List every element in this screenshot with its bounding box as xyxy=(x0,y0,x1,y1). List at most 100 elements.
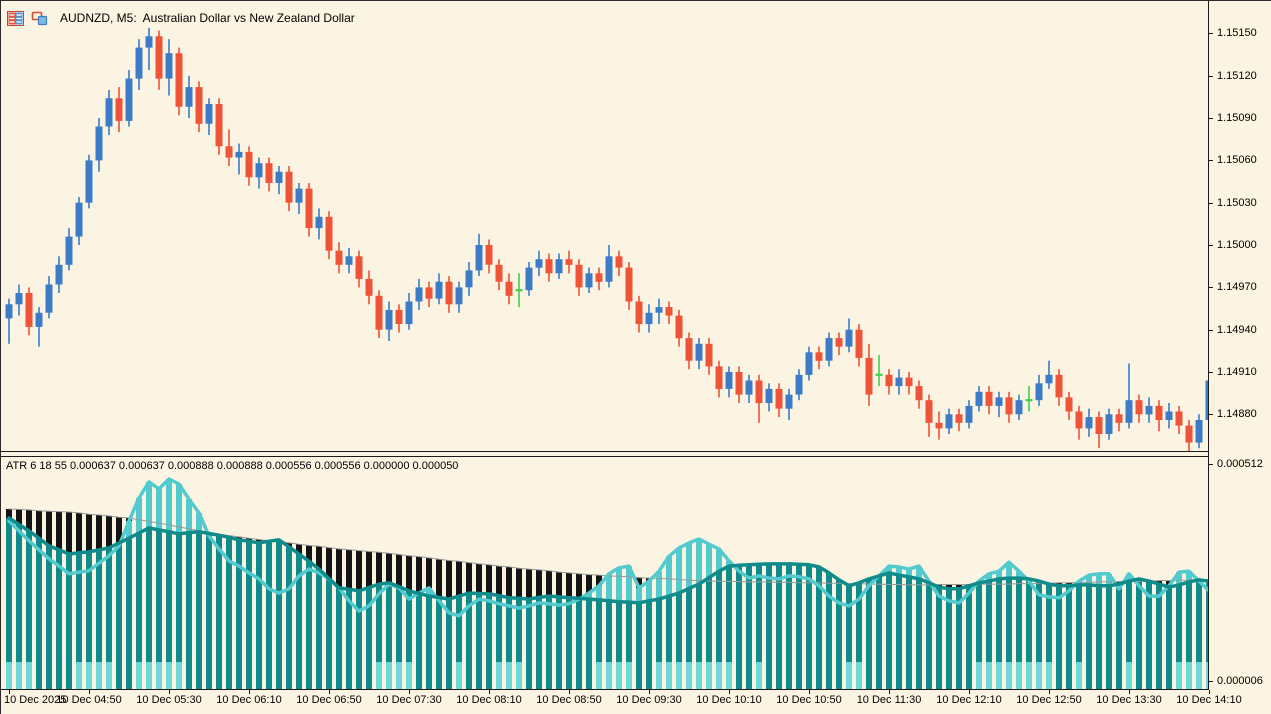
candle-body xyxy=(845,329,853,347)
price-tick xyxy=(1209,160,1213,161)
candle-body xyxy=(155,36,163,79)
candle-body xyxy=(615,256,623,268)
candlestick-chart[interactable] xyxy=(1,1,1208,451)
price-axis-label: 1.15150 xyxy=(1217,27,1257,39)
candle-body xyxy=(555,259,563,274)
candle-body xyxy=(135,47,143,79)
candle-body xyxy=(55,264,63,285)
time-tick xyxy=(729,690,730,694)
candle-body xyxy=(185,87,193,107)
candle-body xyxy=(745,380,753,395)
candle-body xyxy=(145,36,153,48)
one-click-trading-icon[interactable] xyxy=(31,11,48,26)
time-tick xyxy=(1209,690,1210,694)
candle-body xyxy=(165,53,173,79)
price-axis-label: 1.14880 xyxy=(1217,408,1257,420)
candle-body xyxy=(805,352,813,375)
price-tick xyxy=(1209,287,1213,288)
candle-body xyxy=(675,315,683,339)
candle-body xyxy=(395,309,403,324)
candle-body xyxy=(985,391,993,406)
candle-body xyxy=(735,372,743,395)
candle-body xyxy=(505,281,513,296)
indicator-tick xyxy=(1209,681,1213,682)
atr-indicator-chart[interactable] xyxy=(1,457,1208,689)
price-tick xyxy=(1209,330,1213,331)
time-tick xyxy=(409,690,410,694)
candle-body xyxy=(75,202,83,237)
candle-body xyxy=(685,338,693,361)
time-tick xyxy=(889,690,890,694)
candle-body xyxy=(945,414,953,429)
candle-body xyxy=(915,386,923,401)
candle-body xyxy=(865,357,873,395)
candle-body xyxy=(495,264,503,282)
candle-body xyxy=(1165,411,1173,420)
candle-body xyxy=(435,281,443,299)
candle-body xyxy=(455,287,463,305)
main-panel-bottom-border xyxy=(1,451,1209,452)
candle-body xyxy=(315,216,323,229)
atr-aqua-line xyxy=(7,477,1208,618)
candle-body xyxy=(855,329,863,358)
candle-body xyxy=(15,293,23,305)
candle-body xyxy=(835,338,843,347)
time-axis-label: 10 Dec 11:30 xyxy=(856,694,922,706)
time-axis-label: 10 Dec 14:10 xyxy=(1176,694,1242,706)
time-tick xyxy=(569,690,570,694)
candle-body xyxy=(295,188,303,203)
candle-body xyxy=(475,245,483,271)
price-tick xyxy=(1209,414,1213,415)
candle-body xyxy=(275,171,283,183)
candle-body xyxy=(975,391,983,406)
time-axis-label: 10 Dec 2025 xyxy=(4,694,67,706)
candle-body xyxy=(815,352,823,361)
atr-teal-histogram xyxy=(6,518,1208,689)
candle-body xyxy=(115,98,123,121)
candle-body xyxy=(5,304,13,319)
candle-body xyxy=(215,104,223,147)
candle-body xyxy=(575,264,583,288)
price-tick xyxy=(1209,76,1213,77)
time-axis-label: 10 Dec 04:50 xyxy=(56,694,122,706)
candle-body xyxy=(1205,380,1208,420)
plot-right-border xyxy=(1208,1,1209,690)
candle-body xyxy=(385,309,393,330)
chart-header: AUDNZD, M5: Australian Dollar vs New Zea… xyxy=(7,9,355,27)
price-axis-label: 1.14970 xyxy=(1217,281,1257,293)
time-axis-label: 10 Dec 06:10 xyxy=(216,694,282,706)
candle-body xyxy=(645,312,653,325)
candle-body xyxy=(1035,383,1043,401)
time-axis-label: 10 Dec 08:50 xyxy=(536,694,602,706)
candle-body xyxy=(465,270,473,288)
price-axis-label: 1.14940 xyxy=(1217,324,1257,336)
candle-body xyxy=(1055,374,1063,398)
candle-body xyxy=(25,293,33,327)
time-axis-label: 10 Dec 07:30 xyxy=(376,694,442,706)
time-tick xyxy=(1049,690,1050,694)
candle-body xyxy=(325,216,333,251)
candle-body xyxy=(665,307,673,316)
time-tick xyxy=(649,690,650,694)
indicator-panel-top-border xyxy=(1,456,1209,457)
depth-of-market-icon[interactable] xyxy=(7,10,24,26)
price-axis-label: 1.14910 xyxy=(1217,366,1257,378)
time-tick xyxy=(329,690,330,694)
candle-body xyxy=(785,394,793,409)
candle-body xyxy=(775,388,783,409)
candle-body xyxy=(705,343,713,367)
candle-body xyxy=(955,414,963,423)
time-tick xyxy=(969,690,970,694)
time-axis-label: 10 Dec 10:50 xyxy=(776,694,842,706)
candle-body xyxy=(355,256,363,279)
price-axis-label: 1.15000 xyxy=(1217,239,1257,251)
candle-body xyxy=(235,151,243,158)
candle-body xyxy=(605,256,613,282)
time-axis-label: 10 Dec 12:50 xyxy=(1016,694,1082,706)
candle-body xyxy=(765,388,773,403)
indicator-tick xyxy=(1209,464,1213,465)
price-tick xyxy=(1209,118,1213,119)
candles-layer xyxy=(5,27,1208,451)
candle-body xyxy=(415,287,423,302)
